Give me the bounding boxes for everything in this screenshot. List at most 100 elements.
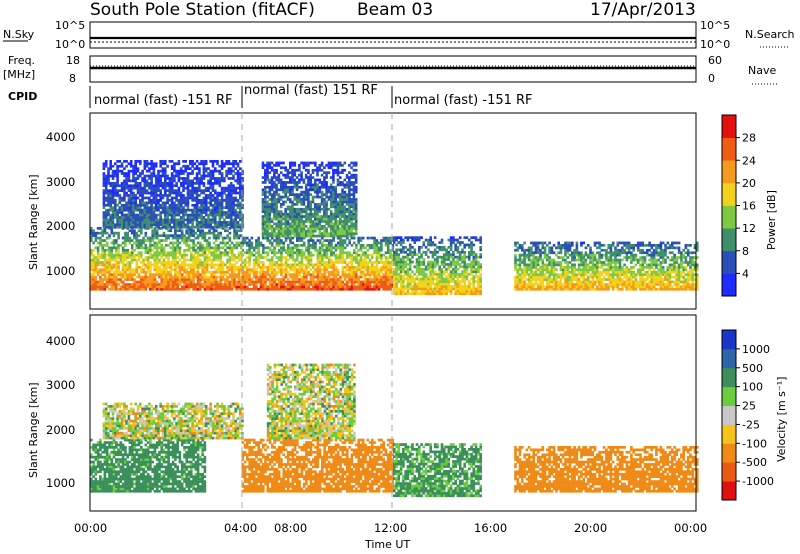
heatmap-cell <box>116 216 119 219</box>
heatmap-cell <box>257 261 260 264</box>
heatmap-cell <box>302 220 306 223</box>
heatmap-cell <box>90 231 93 235</box>
heatmap-cell <box>354 225 358 228</box>
heatmap-cell <box>154 177 158 180</box>
heatmap-cell <box>321 248 324 252</box>
heatmap-cell <box>354 217 358 221</box>
heatmap-cell <box>339 241 342 245</box>
heatmap-cell <box>382 253 385 257</box>
heatmap-cell <box>103 263 107 267</box>
heatmap-cell <box>209 203 212 207</box>
heatmap-cell <box>150 182 153 185</box>
heatmap-cell <box>108 236 111 240</box>
heatmap-cell <box>268 193 272 196</box>
heatmap-cell <box>177 201 181 205</box>
heatmap-cell <box>218 203 222 207</box>
heatmap-cell <box>250 241 254 245</box>
heatmap-cell <box>140 283 143 286</box>
heatmap-cell <box>325 217 328 221</box>
heatmap-cell <box>264 168 267 172</box>
heatmap-cell <box>316 253 320 257</box>
heatmap-cell <box>275 273 279 276</box>
heatmap-cell <box>232 221 235 224</box>
heatmap-cell <box>162 278 166 281</box>
power-panel: 1000 2000 3000 4000 Slant Range [km] <box>27 112 699 310</box>
heatmap-cell <box>302 190 306 194</box>
heatmap-cell <box>201 246 204 250</box>
heatmap-cell <box>182 221 185 224</box>
heatmap-cell <box>298 248 301 252</box>
heatmap-cell <box>173 177 176 180</box>
heatmap-cell <box>108 278 111 281</box>
heatmap-cell <box>261 166 265 170</box>
heatmap-cell <box>321 261 324 264</box>
heatmap-cell <box>133 273 136 276</box>
heatmap-cell <box>134 208 137 212</box>
heatmap-cell <box>221 263 225 267</box>
heatmap-cell <box>293 266 297 269</box>
heatmap-cell <box>160 244 163 247</box>
heatmap-cell <box>275 270 279 274</box>
heatmap-cell <box>110 268 114 272</box>
heatmap-cell <box>179 169 183 173</box>
heatmap-cell <box>190 266 193 269</box>
heatmap-cell <box>302 181 306 184</box>
freq-panel: Freq. [MHz] 18 8 60 0 Nave <box>3 54 778 85</box>
heatmap-cell <box>186 189 190 192</box>
heatmap-cell <box>155 229 159 233</box>
heatmap-cell <box>229 208 233 212</box>
heatmap-cell <box>140 241 143 245</box>
heatmap-cell <box>174 261 177 264</box>
heatmap-cell <box>109 160 112 163</box>
heatmap-cell <box>389 270 392 274</box>
heatmap-cell <box>90 283 93 286</box>
heatmap-cell <box>304 229 308 233</box>
heatmap-cell <box>262 278 265 281</box>
nsky-label: N.Sky <box>3 28 35 41</box>
heatmap-cell <box>386 278 390 281</box>
heatmap-cell <box>339 287 342 291</box>
freq-label-2: [MHz] <box>3 68 35 81</box>
heatmap-cell <box>327 164 331 167</box>
heatmap-cell <box>339 258 342 262</box>
heatmap-cell <box>157 182 160 185</box>
heatmap-cell <box>195 179 199 183</box>
heatmap-cell <box>150 164 153 168</box>
heatmap-cell <box>395 277 398 281</box>
heatmap-cell <box>268 266 272 269</box>
heatmap-cell <box>130 287 134 291</box>
heatmap-cell <box>325 227 328 231</box>
heatmap-cell <box>139 189 142 192</box>
heatmap-cell <box>190 256 193 259</box>
heatmap-cell <box>111 169 115 173</box>
heatmap-cell <box>161 206 165 209</box>
heatmap-cell <box>345 183 349 187</box>
heatmap-cell <box>130 256 134 259</box>
heatmap-cell <box>397 280 401 283</box>
heatmap-cell <box>391 253 395 257</box>
heatmap-cell <box>293 263 297 267</box>
heatmap-cell <box>145 223 149 227</box>
heatmap-cell <box>323 217 326 221</box>
heatmap-cell <box>355 280 358 284</box>
heatmap-cell <box>205 241 209 245</box>
heatmap-cell <box>402 246 405 249</box>
heatmap-cell <box>135 287 139 291</box>
heatmap-cell <box>160 285 163 289</box>
heatmap-cell <box>209 196 212 200</box>
heatmap-cell <box>205 248 209 252</box>
heatmap-cell <box>179 208 183 212</box>
heatmap-cell <box>386 285 390 289</box>
heatmap-cell <box>332 246 335 250</box>
heatmap-cell <box>246 273 249 276</box>
heatmap-cell <box>193 186 197 190</box>
heatmap-cell <box>152 191 156 195</box>
heatmap-cell <box>145 208 149 212</box>
heatmap-cell <box>357 275 360 279</box>
heatmap-cell <box>201 248 204 252</box>
heatmap-cell <box>164 177 167 180</box>
heatmap-cell <box>125 194 128 197</box>
heatmap-cell <box>203 268 207 272</box>
heatmap-cell <box>343 198 347 201</box>
heatmap-cell <box>123 160 126 163</box>
